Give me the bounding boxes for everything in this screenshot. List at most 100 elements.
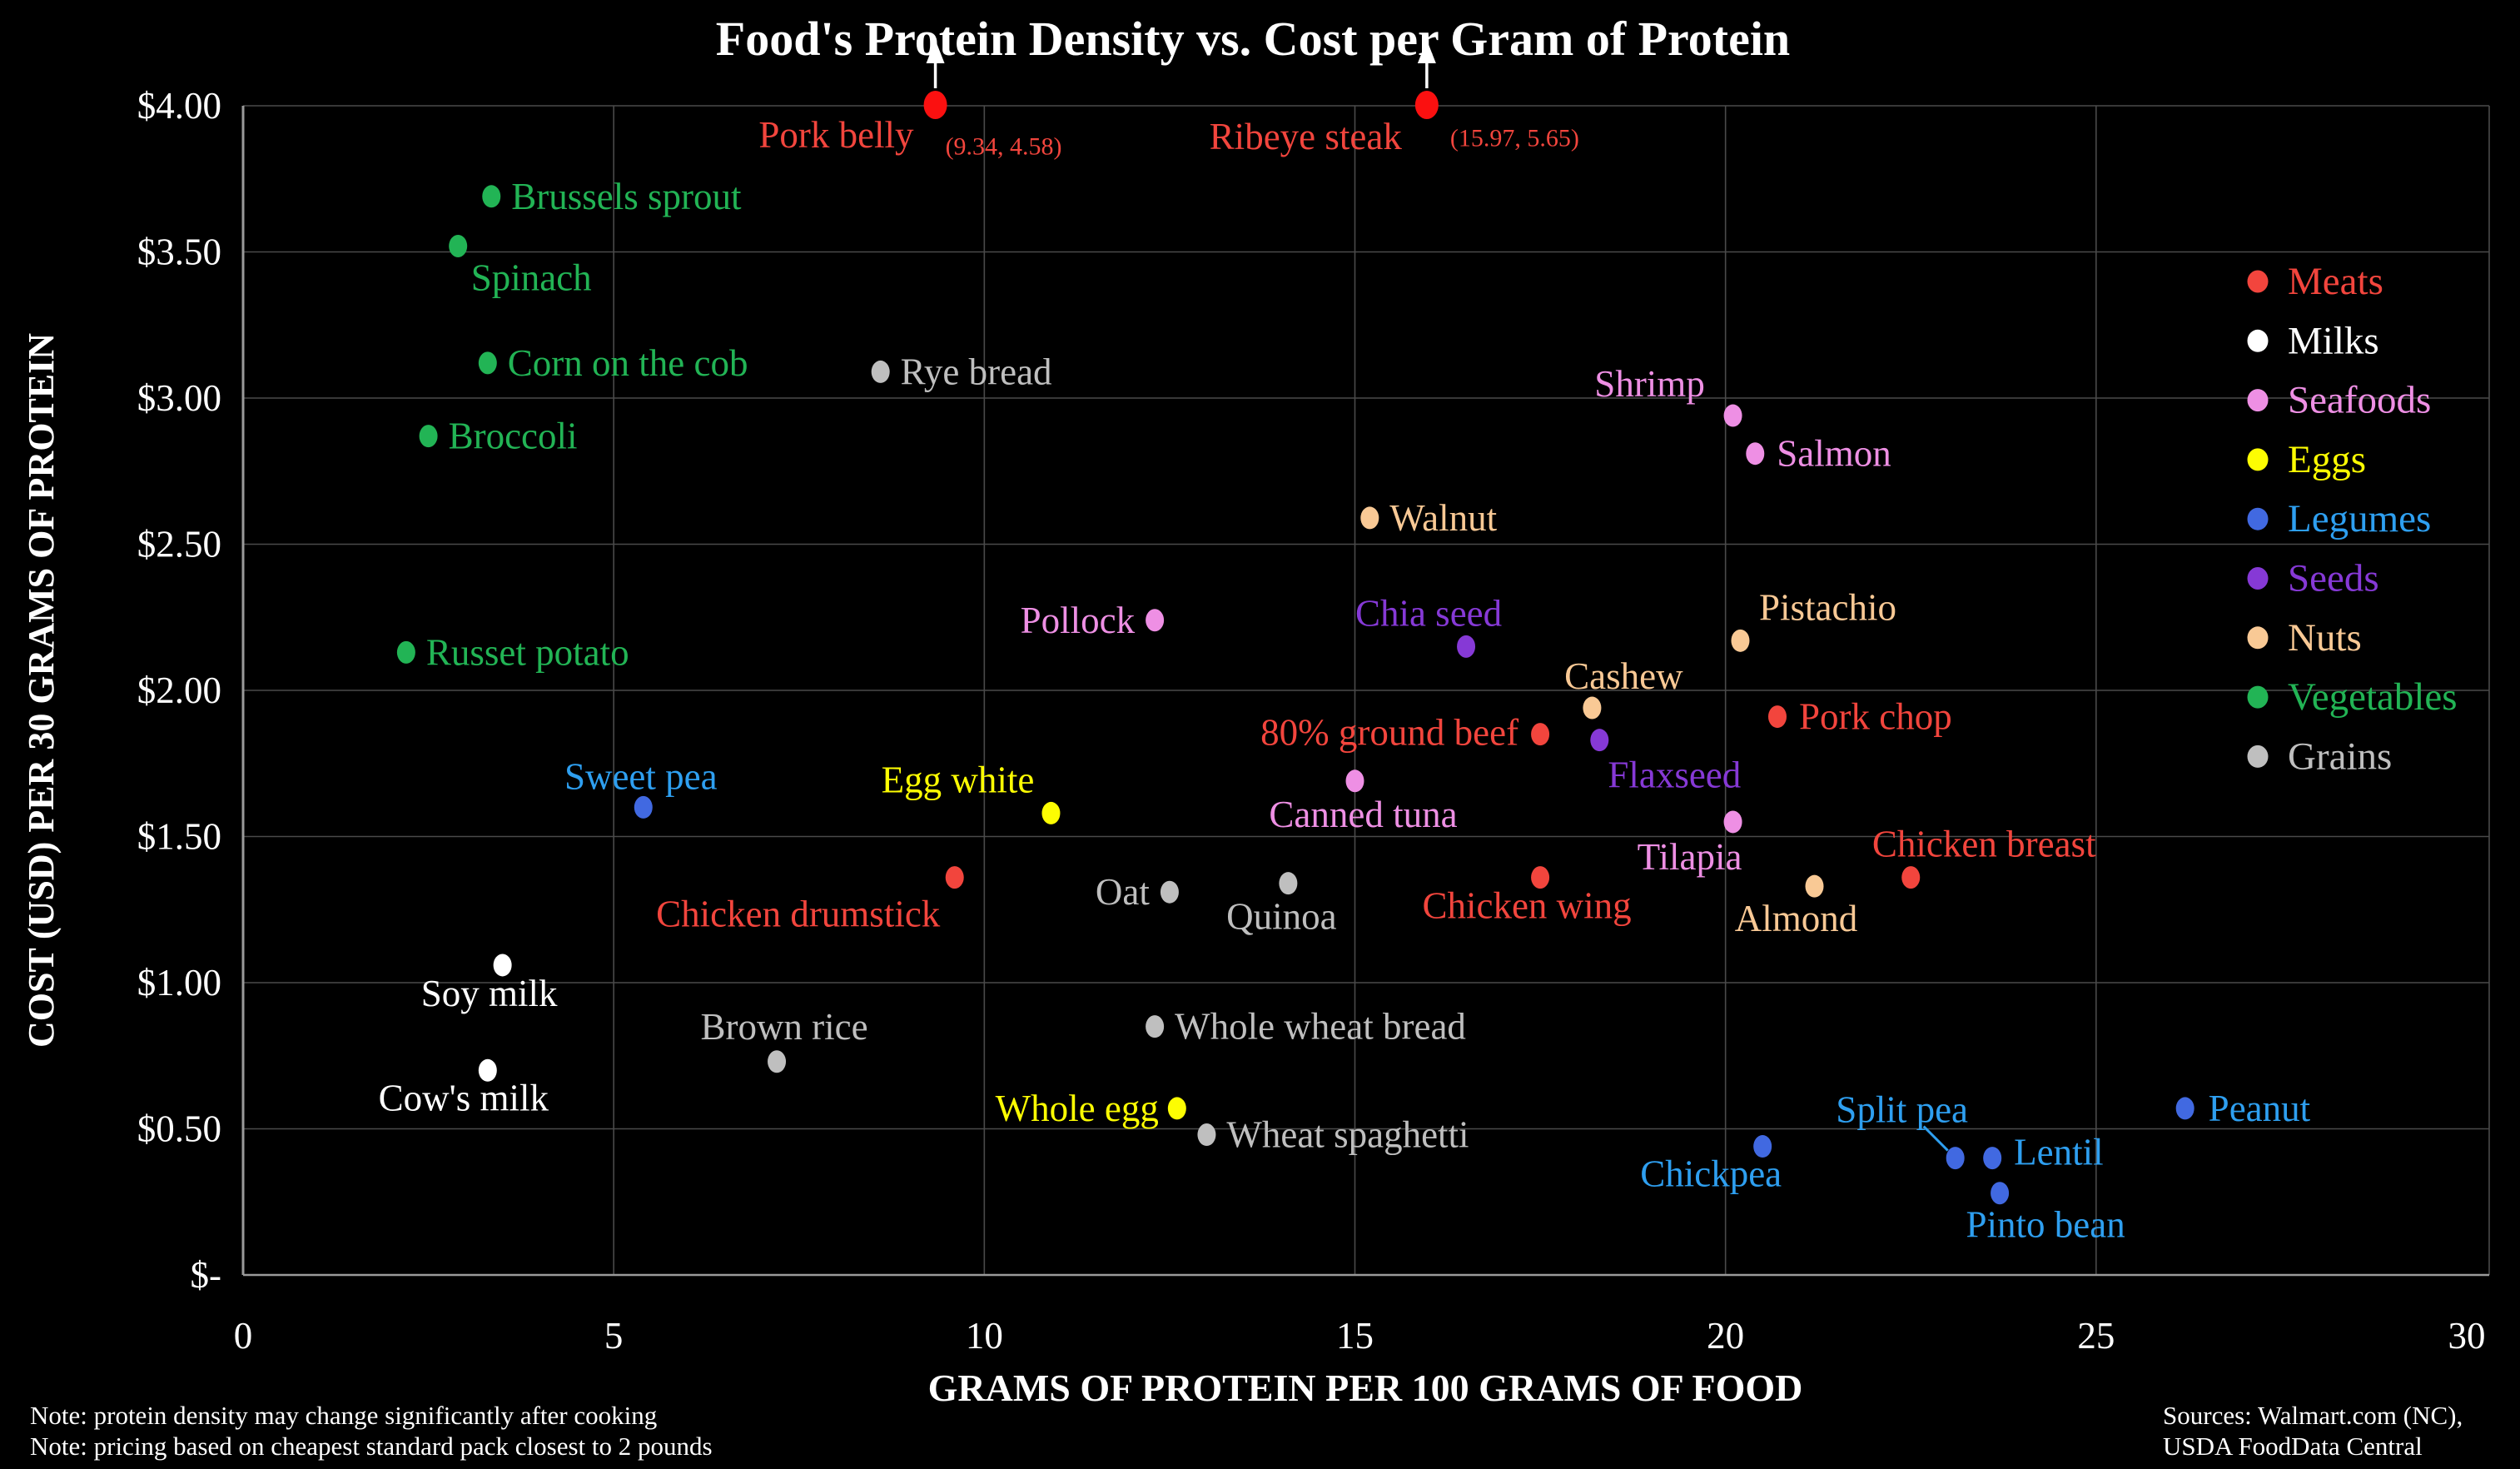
y-tick-label-0.5: $0.50 bbox=[137, 1108, 221, 1150]
y-tick-label-2: $2.00 bbox=[137, 670, 221, 711]
legend-label-grains: Grains bbox=[2288, 734, 2392, 778]
point-label-chicken-breast: Chicken breast bbox=[1872, 824, 2096, 865]
point-dot-lentil bbox=[1983, 1147, 2002, 1170]
legend-dot-vegetables bbox=[2247, 685, 2269, 709]
point-dot-corn-on-the-cob bbox=[478, 351, 497, 375]
legend-label-vegetables: Vegetables bbox=[2288, 675, 2458, 719]
point-dot-chicken-wing bbox=[1531, 866, 1550, 889]
y-tick-label-2.5: $2.50 bbox=[137, 524, 221, 565]
point-dot-pork-belly bbox=[923, 91, 947, 119]
point-dot-brussels-sprout bbox=[482, 185, 501, 208]
point-label-cashew: Cashew bbox=[1564, 655, 1683, 697]
point-label-tilapia: Tilapia bbox=[1638, 836, 1742, 878]
point-dot-rye-bread bbox=[871, 360, 890, 383]
point-label-cow-s-milk: Cow's milk bbox=[379, 1077, 549, 1118]
sources-line-1: Sources: Walmart.com (NC), bbox=[2163, 1401, 2463, 1430]
point-label-russet-potato: Russet potato bbox=[426, 631, 629, 673]
y-tick-label-0: $- bbox=[191, 1254, 222, 1296]
point-dot-split-pea bbox=[1946, 1147, 1965, 1170]
leader-line-split-pea bbox=[1922, 1125, 1949, 1152]
legend-label-meats: Meats bbox=[2288, 260, 2383, 303]
point-dot-whole-egg bbox=[1167, 1097, 1186, 1120]
point-label-pistachio: Pistachio bbox=[1759, 586, 1896, 628]
legend-dot-nuts bbox=[2247, 626, 2269, 650]
point-annotation-pork-belly: (9.34, 4.58) bbox=[946, 133, 1062, 161]
point-label-spinach: Spinach bbox=[471, 256, 592, 298]
point-label-chickpea: Chickpea bbox=[1640, 1153, 1782, 1195]
point-label-salmon: Salmon bbox=[1777, 433, 1891, 475]
point-label-pork-belly: Pork belly bbox=[758, 114, 914, 156]
point-dot-canned-tuna bbox=[1345, 769, 1364, 793]
point-label-almond: Almond bbox=[1735, 898, 1858, 939]
point-dot-chickpea bbox=[1753, 1135, 1772, 1158]
point-dot-broccoli bbox=[419, 425, 438, 448]
point-label-chicken-drumstick: Chicken drumstick bbox=[656, 894, 941, 935]
point-label-whole-wheat-bread: Whole wheat bread bbox=[1175, 1006, 1466, 1048]
grid-layer bbox=[243, 105, 2490, 1275]
point-label-lentil: Lentil bbox=[2014, 1132, 2103, 1173]
y-tick-label-1: $1.00 bbox=[137, 962, 221, 1003]
y-tick-label-1.5: $1.50 bbox=[137, 816, 221, 858]
point-label-whole-egg: Whole egg bbox=[996, 1088, 1159, 1129]
footnote-line-2: Note: pricing based on cheapest standard… bbox=[30, 1432, 713, 1461]
legend-dot-seeds bbox=[2247, 567, 2269, 590]
legend-label-milks: Milks bbox=[2288, 319, 2379, 362]
legend-label-seeds: Seeds bbox=[2288, 557, 2379, 600]
y-tick-label-3: $3.00 bbox=[137, 377, 221, 419]
clipped-arrow-head-pork-belly bbox=[926, 40, 945, 63]
x-axis-title: GRAMS OF PROTEIN PER 100 GRAMS OF FOOD bbox=[928, 1367, 1803, 1409]
legend-label-seafoods: Seafoods bbox=[2288, 379, 2431, 422]
point-dot-peanut bbox=[2175, 1097, 2194, 1120]
y-axis-title: COST (USD) PER 30 GRAMS OF PROTEIN bbox=[21, 333, 62, 1048]
point-label-oat: Oat bbox=[1096, 871, 1150, 913]
legend-dot-seafoods bbox=[2247, 389, 2269, 412]
point-label-pinto-bean: Pinto bean bbox=[1966, 1204, 2125, 1246]
point-label-chicken-wing: Chicken wing bbox=[1422, 885, 1631, 927]
x-tick-label-15: 15 bbox=[1336, 1315, 1374, 1357]
clipped-arrow-head-ribeye-steak bbox=[1417, 40, 1436, 63]
point-label-flaxseed: Flaxseed bbox=[1608, 754, 1741, 796]
point-dot-cashew bbox=[1583, 696, 1602, 720]
legend-label-legumes: Legumes bbox=[2288, 497, 2431, 540]
point-label-sweet-pea: Sweet pea bbox=[564, 755, 718, 797]
point-dot-pollock bbox=[1146, 609, 1165, 632]
point-label-pollock: Pollock bbox=[1021, 600, 1136, 641]
point-dot-spinach bbox=[449, 234, 468, 257]
point-dot-russet-potato bbox=[396, 640, 415, 664]
x-tick-label-10: 10 bbox=[966, 1315, 1003, 1357]
point-dot-pork-chop bbox=[1767, 705, 1787, 729]
point-label-shrimp: Shrimp bbox=[1594, 363, 1705, 405]
point-label-walnut: Walnut bbox=[1389, 497, 1497, 539]
legend-label-eggs: Eggs bbox=[2288, 438, 2366, 481]
point-dot-cow-s-milk bbox=[478, 1058, 497, 1082]
point-dot-tilapia bbox=[1723, 810, 1742, 834]
point-label-broccoli: Broccoli bbox=[449, 416, 578, 457]
legend-dot-legumes bbox=[2247, 507, 2269, 530]
point-dot-brown-rice bbox=[768, 1050, 787, 1073]
point-label-chia-seed: Chia seed bbox=[1355, 592, 1502, 634]
point-label-ribeye-steak: Ribeye steak bbox=[1210, 116, 1403, 157]
point-label-egg-white: Egg white bbox=[882, 759, 1035, 800]
point-label-brown-rice: Brown rice bbox=[700, 1006, 867, 1048]
point-dot-walnut bbox=[1360, 506, 1379, 530]
point-dot-soy-milk bbox=[493, 954, 512, 977]
point-dot-shrimp bbox=[1723, 404, 1742, 427]
footnote-line-1: Note: protein density may change signifi… bbox=[30, 1401, 657, 1430]
point-dot-80-ground-beef bbox=[1531, 723, 1550, 746]
point-label-soy-milk: Soy milk bbox=[421, 973, 558, 1014]
legend-dot-milks bbox=[2247, 329, 2269, 352]
legend-dot-grains bbox=[2247, 744, 2269, 768]
point-dot-ribeye-steak bbox=[1414, 91, 1439, 119]
y-tick-label-3.5: $3.50 bbox=[137, 232, 221, 273]
x-tick-label-25: 25 bbox=[2077, 1315, 2115, 1357]
legend: Meats Milks Seafoods Eggs Legumes Seeds Nuts Ve… bbox=[2247, 260, 2458, 778]
point-dot-oat bbox=[1160, 880, 1179, 904]
point-label-peanut: Peanut bbox=[2209, 1088, 2311, 1129]
point-label-brussels-sprout: Brussels sprout bbox=[511, 176, 742, 217]
point-label-canned-tuna: Canned tuna bbox=[1269, 794, 1457, 835]
point-dot-chia-seed bbox=[1457, 635, 1476, 658]
point-label-80-ground-beef: 80% ground beef bbox=[1260, 712, 1518, 754]
point-dot-whole-wheat-bread bbox=[1146, 1015, 1165, 1038]
